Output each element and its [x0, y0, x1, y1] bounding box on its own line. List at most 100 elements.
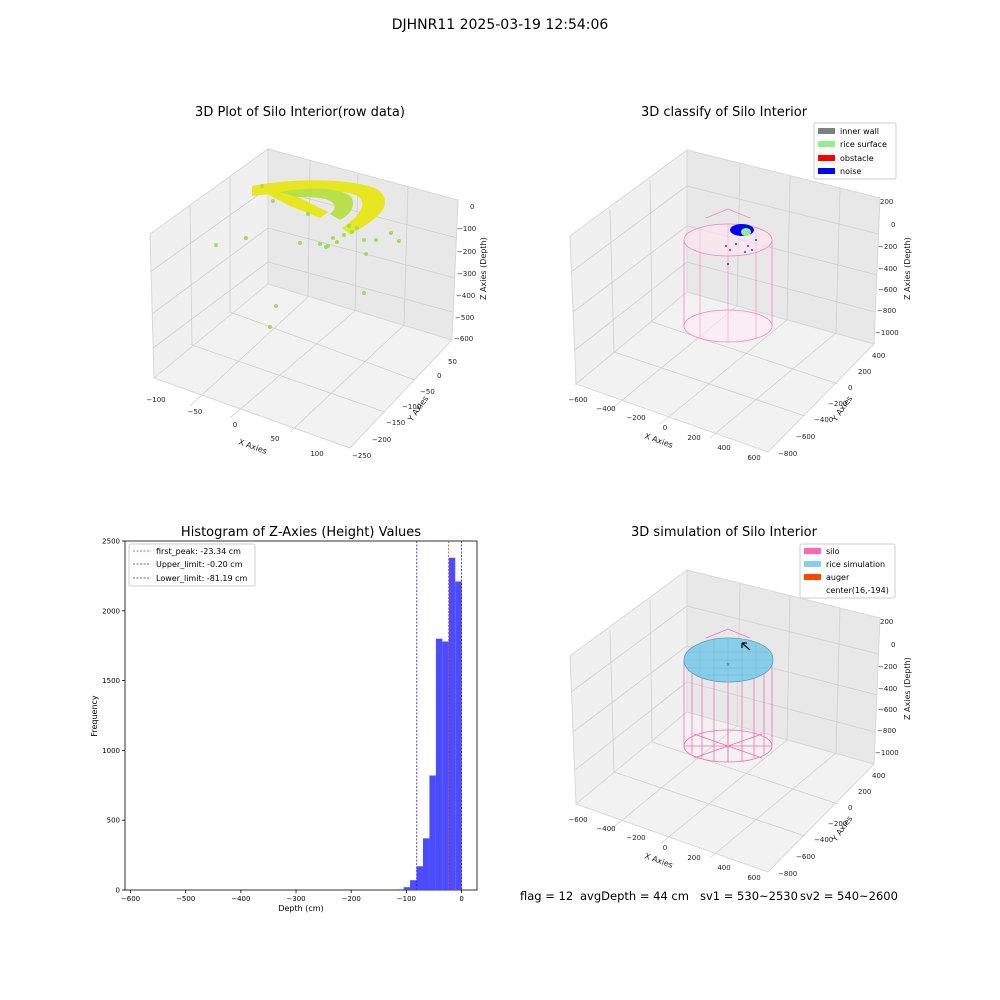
- chart-simulation-3d: 3D simulation of Silo Interior: [568, 525, 912, 882]
- z-tick: −500: [455, 314, 474, 322]
- data-point: [326, 244, 330, 248]
- z-tick: −200: [457, 248, 476, 256]
- status-avg-depth: avgDepth = 44 cm: [580, 889, 689, 903]
- y-tick: −800: [778, 870, 797, 878]
- data-point: [355, 226, 359, 230]
- y-tick: −200: [828, 400, 847, 408]
- z-tick: −400: [456, 292, 475, 300]
- data-point: [244, 236, 248, 240]
- x-tick-label: −200: [342, 895, 361, 903]
- x-axis-label: X Axies: [237, 437, 268, 456]
- legend-label: silo: [826, 547, 840, 556]
- x-tick-label: 0: [459, 895, 463, 903]
- x-tick: −200: [626, 414, 645, 422]
- data-point: [298, 241, 302, 245]
- x-tick: −100: [146, 396, 165, 404]
- chart-raw-3d: 3D Plot of Silo Interior(row data) −100 …: [146, 105, 488, 460]
- y-tick-label: 0: [116, 887, 120, 895]
- x-tick-label: −300: [286, 895, 305, 903]
- data-point: [260, 184, 264, 188]
- z-tick: −600: [878, 706, 897, 714]
- x-tick: −600: [568, 816, 587, 824]
- figure-title: DJHNR11 2025-03-19 12:54:06: [391, 17, 609, 33]
- data-point: [374, 238, 378, 242]
- data-point: [364, 252, 368, 256]
- legend-swatch-rice-surface: [818, 141, 835, 147]
- z-axis-label: Z Axies (Depth): [479, 237, 488, 300]
- chart-title: Histogram of Z-Axies (Height) Values: [181, 525, 421, 540]
- data-point: [271, 199, 275, 203]
- rice-surface-cluster: [741, 228, 751, 236]
- auger-arrow: [741, 642, 751, 651]
- noise-point: [735, 243, 737, 245]
- chart-histogram: Histogram of Z-Axies (Height) Values −60…: [90, 525, 478, 913]
- legend-swatch-auger: [804, 574, 821, 580]
- x-axis-label: X Axies: [643, 431, 674, 450]
- z-axis-label: Z Axies (Depth): [903, 237, 912, 300]
- z-tick: −600: [454, 335, 473, 343]
- y-tick-label: 2000: [102, 607, 120, 615]
- status-sv1: sv1 = 530~2530: [700, 889, 798, 903]
- histogram-bar: [397, 889, 404, 890]
- legend: inner wall rice surface obstacle noise: [813, 122, 897, 180]
- histogram-bar: [416, 866, 423, 890]
- legend-swatch-obstacle: [818, 155, 835, 161]
- x-tick: 0: [663, 424, 667, 432]
- z-tick: −600: [878, 286, 897, 294]
- y-tick: 200: [858, 788, 871, 796]
- rice-surface-inner: [280, 188, 354, 220]
- z-tick: −400: [878, 685, 897, 693]
- legend-swatch-noise: [818, 168, 835, 174]
- data-point: [362, 291, 366, 295]
- data-point: [362, 238, 366, 242]
- silo-wireframe: [683, 628, 773, 763]
- y-tick: 400: [872, 352, 885, 360]
- data-point: [397, 239, 401, 243]
- x-tick: 600: [747, 454, 760, 462]
- chart-classify-3d: 3D classify of Silo Interior: [568, 105, 912, 462]
- legend-label: noise: [840, 167, 861, 176]
- y-tick: −600: [796, 853, 815, 861]
- legend-label: rice surface: [840, 140, 887, 149]
- x-tick: 0: [233, 421, 237, 429]
- legend: first_peak: -23.34 cm Upper_limit: -0.20…: [128, 543, 256, 587]
- data-point: [350, 230, 354, 234]
- data-point: [347, 224, 351, 228]
- y-axis-label: Frequency: [90, 695, 99, 737]
- histogram-bars: [397, 557, 462, 890]
- y-ticks: 0 500 1000 1500 2000 2500: [102, 538, 125, 895]
- chart-title: 3D simulation of Silo Interior: [631, 525, 818, 540]
- x-tick: −50: [188, 408, 203, 416]
- y-tick: −250: [352, 452, 371, 460]
- data-point: [331, 236, 335, 240]
- legend: silo rice simulation auger center(16,-19…: [799, 543, 896, 599]
- noise-point: [755, 239, 757, 241]
- legend-label: center(16,-194): [826, 586, 889, 595]
- x-tick: 400: [717, 444, 730, 452]
- y-tick: 0: [437, 372, 441, 380]
- legend-swatch-silo: [804, 548, 821, 554]
- data-point: [274, 304, 278, 308]
- legend-label: inner wall: [840, 127, 879, 136]
- legend-label: Lower_limit: -81.19 cm: [156, 574, 248, 583]
- noise-point: [729, 249, 731, 251]
- legend-swatch-inner-wall: [818, 128, 835, 134]
- legend-label: Upper_limit: -0.20 cm: [156, 560, 243, 569]
- y-tick-label: 1000: [102, 747, 120, 755]
- data-point: [335, 240, 339, 244]
- x-tick: 200: [687, 434, 700, 442]
- y-tick: −50: [420, 388, 435, 396]
- histogram-bar: [448, 557, 456, 890]
- y-tick-label: 500: [107, 817, 120, 825]
- x-tick-label: −600: [121, 895, 140, 903]
- y-tick: −200: [372, 436, 391, 444]
- noise-point: [751, 249, 753, 251]
- z-tick: −1000: [875, 749, 899, 757]
- x-tick-label: −500: [176, 895, 195, 903]
- x-tick-label: −400: [231, 895, 250, 903]
- data-point: [268, 325, 272, 329]
- y-tick: −100: [402, 403, 421, 411]
- x-tick: −400: [596, 405, 615, 413]
- legend-label: first_peak: -23.34 cm: [156, 547, 241, 556]
- classified-points: [730, 224, 754, 236]
